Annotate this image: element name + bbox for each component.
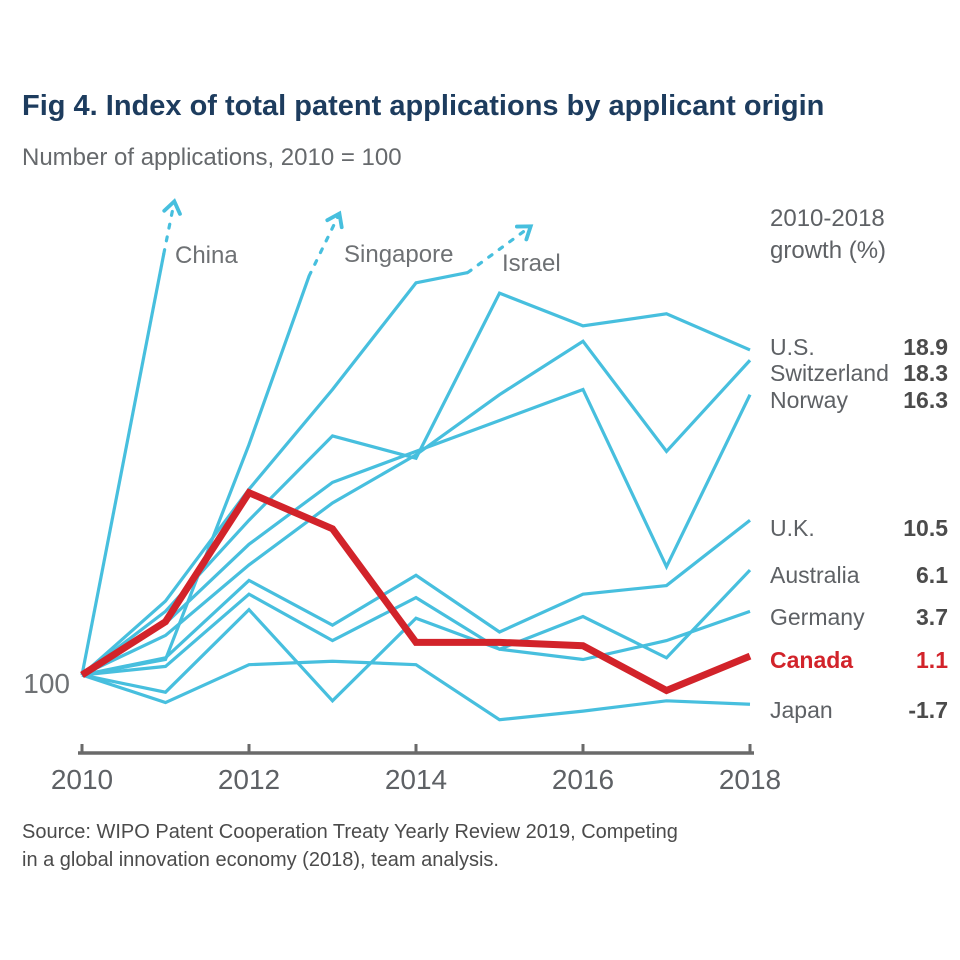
- line-japan: [81, 659, 751, 722]
- legend-row-us: U.S. 18.9: [770, 333, 948, 361]
- figure-title: Fig 4. Index of total patent application…: [22, 90, 825, 122]
- line-canada: [80, 488, 752, 695]
- legend-header: 2010-2018 growth (%): [770, 203, 955, 267]
- legend-row-australia: Australia 6.1: [770, 561, 948, 589]
- legend-row-japan: Japan -1.7: [770, 696, 948, 724]
- line-norway: [81, 387, 752, 677]
- legend-label: Switzerland: [770, 360, 889, 386]
- source-note: Source: WIPO Patent Cooperation Treaty Y…: [22, 818, 782, 874]
- legend-label: Germany: [770, 604, 865, 630]
- x-axis-label-2010: 2010: [50, 764, 114, 795]
- line-australia: [81, 568, 752, 704]
- x-axis-label-2014: 2014: [384, 764, 448, 795]
- legend-label: U.S.: [770, 334, 815, 360]
- israel-exit-arrow: [466, 224, 534, 275]
- legend-row-norway: Norway 16.3: [770, 386, 948, 414]
- source-line2: in a global innovation economy (2018), t…: [22, 849, 499, 871]
- legend-row-germany: Germany 3.7: [770, 603, 948, 631]
- legend-value: -1.7: [908, 697, 948, 723]
- x-axis-label-2018: 2018: [718, 764, 782, 795]
- figure-subtitle: Number of applications, 2010 = 100: [22, 144, 402, 171]
- legend-row-switzerland: Switzerland 18.3: [770, 359, 948, 387]
- legend-label: Canada: [770, 647, 854, 673]
- legend-label: Japan: [770, 697, 833, 723]
- legend-value: 1.1: [916, 647, 948, 673]
- source-line1: Source: WIPO Patent Cooperation Treaty Y…: [22, 821, 678, 843]
- x-axis-label-2012: 2012: [217, 764, 281, 795]
- x-axis-label-2016: 2016: [551, 764, 615, 795]
- line-israel: [80, 270, 469, 677]
- line-uk: [81, 518, 751, 677]
- legend-value: 18.9: [903, 334, 948, 360]
- line-switzerland: [81, 339, 752, 677]
- line-label-israel: Israel: [502, 250, 561, 277]
- legend-value: 16.3: [903, 387, 948, 413]
- china-exit-arrow: [162, 198, 182, 256]
- y-axis-label-100: 100: [23, 668, 70, 699]
- legend-row-canada: Canada 1.1: [770, 646, 948, 674]
- legend-label: Australia: [770, 562, 860, 588]
- singapore-exit-arrow: [307, 210, 344, 278]
- line-singapore: [81, 275, 311, 677]
- legend-value: 10.5: [903, 515, 948, 541]
- line-germany: [81, 592, 751, 677]
- line-label-china: China: [175, 242, 238, 269]
- legend-value: 3.7: [916, 604, 948, 630]
- legend-row-uk: U.K. 10.5: [770, 514, 948, 542]
- legend-header-line1: 2010-2018: [770, 205, 885, 232]
- legend-label: U.K.: [770, 515, 815, 541]
- legend-value: 6.1: [916, 562, 948, 588]
- legend-label: Norway: [770, 387, 848, 413]
- legend-header-line2: growth (%): [770, 237, 887, 264]
- line-label-singapore: Singapore: [344, 241, 454, 268]
- legend-value: 18.3: [903, 360, 948, 386]
- line-china: [80, 253, 166, 676]
